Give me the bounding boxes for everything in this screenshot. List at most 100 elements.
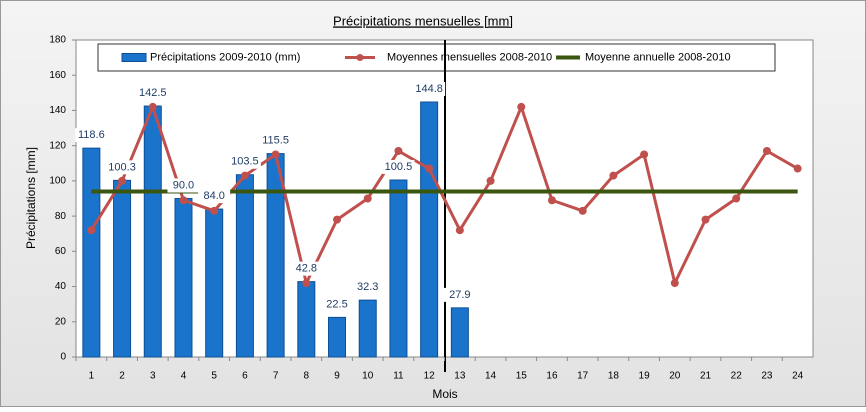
bar bbox=[450, 307, 469, 358]
y-tick-label: 120 bbox=[49, 140, 66, 151]
line-marker bbox=[547, 196, 556, 205]
x-tick-label: 6 bbox=[242, 371, 248, 382]
x-tick-label: 18 bbox=[608, 371, 620, 382]
value-label: 144.8 bbox=[415, 83, 443, 95]
chart-title: Précipitations mensuelles [mm] bbox=[333, 13, 513, 28]
value-label: 142.5 bbox=[139, 87, 167, 99]
value-label-bg bbox=[228, 154, 261, 169]
line-marker bbox=[425, 164, 434, 173]
y-tick-label: 20 bbox=[55, 316, 67, 327]
x-tick-label: 11 bbox=[393, 371, 404, 382]
y-tick-label: 140 bbox=[49, 105, 66, 116]
x-tick-label: 14 bbox=[485, 371, 497, 382]
value-label: 27.9 bbox=[449, 289, 470, 301]
y-tick-label: 160 bbox=[49, 70, 66, 81]
y-tick-label: 180 bbox=[49, 35, 66, 46]
line-marker bbox=[793, 164, 802, 173]
value-label: 100.3 bbox=[108, 161, 136, 173]
line-marker bbox=[302, 279, 311, 288]
value-label-bg bbox=[382, 160, 415, 175]
line-marker bbox=[363, 194, 372, 203]
value-label-bg bbox=[198, 189, 231, 204]
x-tick-label: 20 bbox=[669, 371, 681, 382]
value-label: 90.0 bbox=[173, 179, 194, 191]
bar bbox=[235, 174, 254, 358]
line-marker bbox=[333, 215, 342, 224]
y-tick-label: 80 bbox=[55, 211, 67, 222]
y-tick-label: 60 bbox=[55, 246, 67, 257]
x-tick-label: 23 bbox=[761, 371, 773, 382]
line-marker bbox=[486, 176, 495, 185]
value-label-bg bbox=[259, 133, 292, 148]
value-label: 118.6 bbox=[78, 129, 105, 141]
value-label-bg bbox=[443, 287, 476, 302]
value-label-bg bbox=[106, 160, 139, 175]
x-tick-label: 16 bbox=[546, 371, 558, 382]
bar bbox=[297, 281, 316, 358]
x-tick-label: 10 bbox=[362, 371, 374, 382]
line-marker bbox=[271, 150, 280, 159]
line-marker bbox=[701, 215, 710, 224]
legend-label: Précipitations 2009-2010 (mm) bbox=[150, 51, 300, 63]
line-marker bbox=[87, 226, 96, 235]
bar bbox=[143, 105, 162, 358]
legend-swatch bbox=[121, 53, 147, 62]
value-label: 100.5 bbox=[385, 161, 413, 173]
x-tick-label: 17 bbox=[577, 371, 589, 382]
y-tick-label: 100 bbox=[49, 176, 66, 187]
value-label-bg bbox=[136, 86, 169, 101]
bar bbox=[113, 179, 132, 358]
y-tick-label: 40 bbox=[55, 281, 67, 292]
value-label: 115.5 bbox=[262, 134, 289, 146]
line-marker bbox=[118, 176, 127, 185]
line-marker bbox=[455, 226, 464, 235]
x-tick-label: 4 bbox=[181, 371, 187, 382]
x-tick-label: 19 bbox=[639, 371, 651, 382]
line-marker bbox=[148, 102, 157, 111]
line-marker bbox=[609, 171, 618, 180]
line-marker bbox=[179, 196, 188, 205]
x-tick-label: 15 bbox=[516, 371, 528, 382]
x-tick-label: 1 bbox=[89, 371, 95, 382]
line-marker bbox=[762, 146, 771, 155]
x-tick-label: 5 bbox=[211, 371, 217, 382]
value-label-bg bbox=[75, 128, 108, 143]
legend bbox=[97, 43, 776, 72]
bar bbox=[389, 179, 408, 358]
value-label-bg bbox=[167, 178, 200, 193]
x-tick-label: 8 bbox=[304, 371, 310, 382]
line-marker bbox=[578, 206, 587, 215]
value-label-bg bbox=[321, 297, 354, 312]
y-tick-label: 0 bbox=[60, 352, 66, 363]
bar bbox=[205, 208, 224, 358]
bar bbox=[82, 147, 101, 358]
value-label-bg bbox=[351, 280, 384, 295]
line-marker bbox=[517, 102, 526, 111]
legend-label: Moyenne annuelle 2008-2010 bbox=[585, 51, 731, 63]
value-label: 103.5 bbox=[231, 156, 259, 168]
x-tick-label: 22 bbox=[731, 371, 743, 382]
legend-label: Moyennes mensuelles 2008-2010 bbox=[387, 51, 552, 63]
line-marker bbox=[394, 146, 403, 155]
value-label-bg bbox=[413, 81, 446, 96]
legend-marker bbox=[356, 54, 364, 61]
line-marker bbox=[240, 171, 249, 180]
x-tick-label: 13 bbox=[454, 371, 466, 382]
x-tick-label: 24 bbox=[792, 371, 804, 382]
value-label: 42.8 bbox=[296, 263, 317, 275]
value-label: 84.0 bbox=[203, 190, 224, 202]
x-tick-label: 2 bbox=[119, 371, 125, 382]
line-marker bbox=[670, 279, 679, 288]
value-label: 32.3 bbox=[357, 281, 378, 293]
x-tick-label: 7 bbox=[273, 371, 279, 382]
bar bbox=[328, 316, 347, 358]
line bbox=[90, 102, 799, 288]
x-tick-label: 9 bbox=[334, 371, 340, 382]
x-tick-label: 12 bbox=[424, 371, 436, 382]
x-tick-label: 3 bbox=[150, 371, 156, 382]
value-label: 22.5 bbox=[326, 298, 347, 310]
bar bbox=[420, 101, 439, 358]
bar bbox=[358, 299, 377, 358]
x-tick-label: 21 bbox=[700, 371, 712, 382]
